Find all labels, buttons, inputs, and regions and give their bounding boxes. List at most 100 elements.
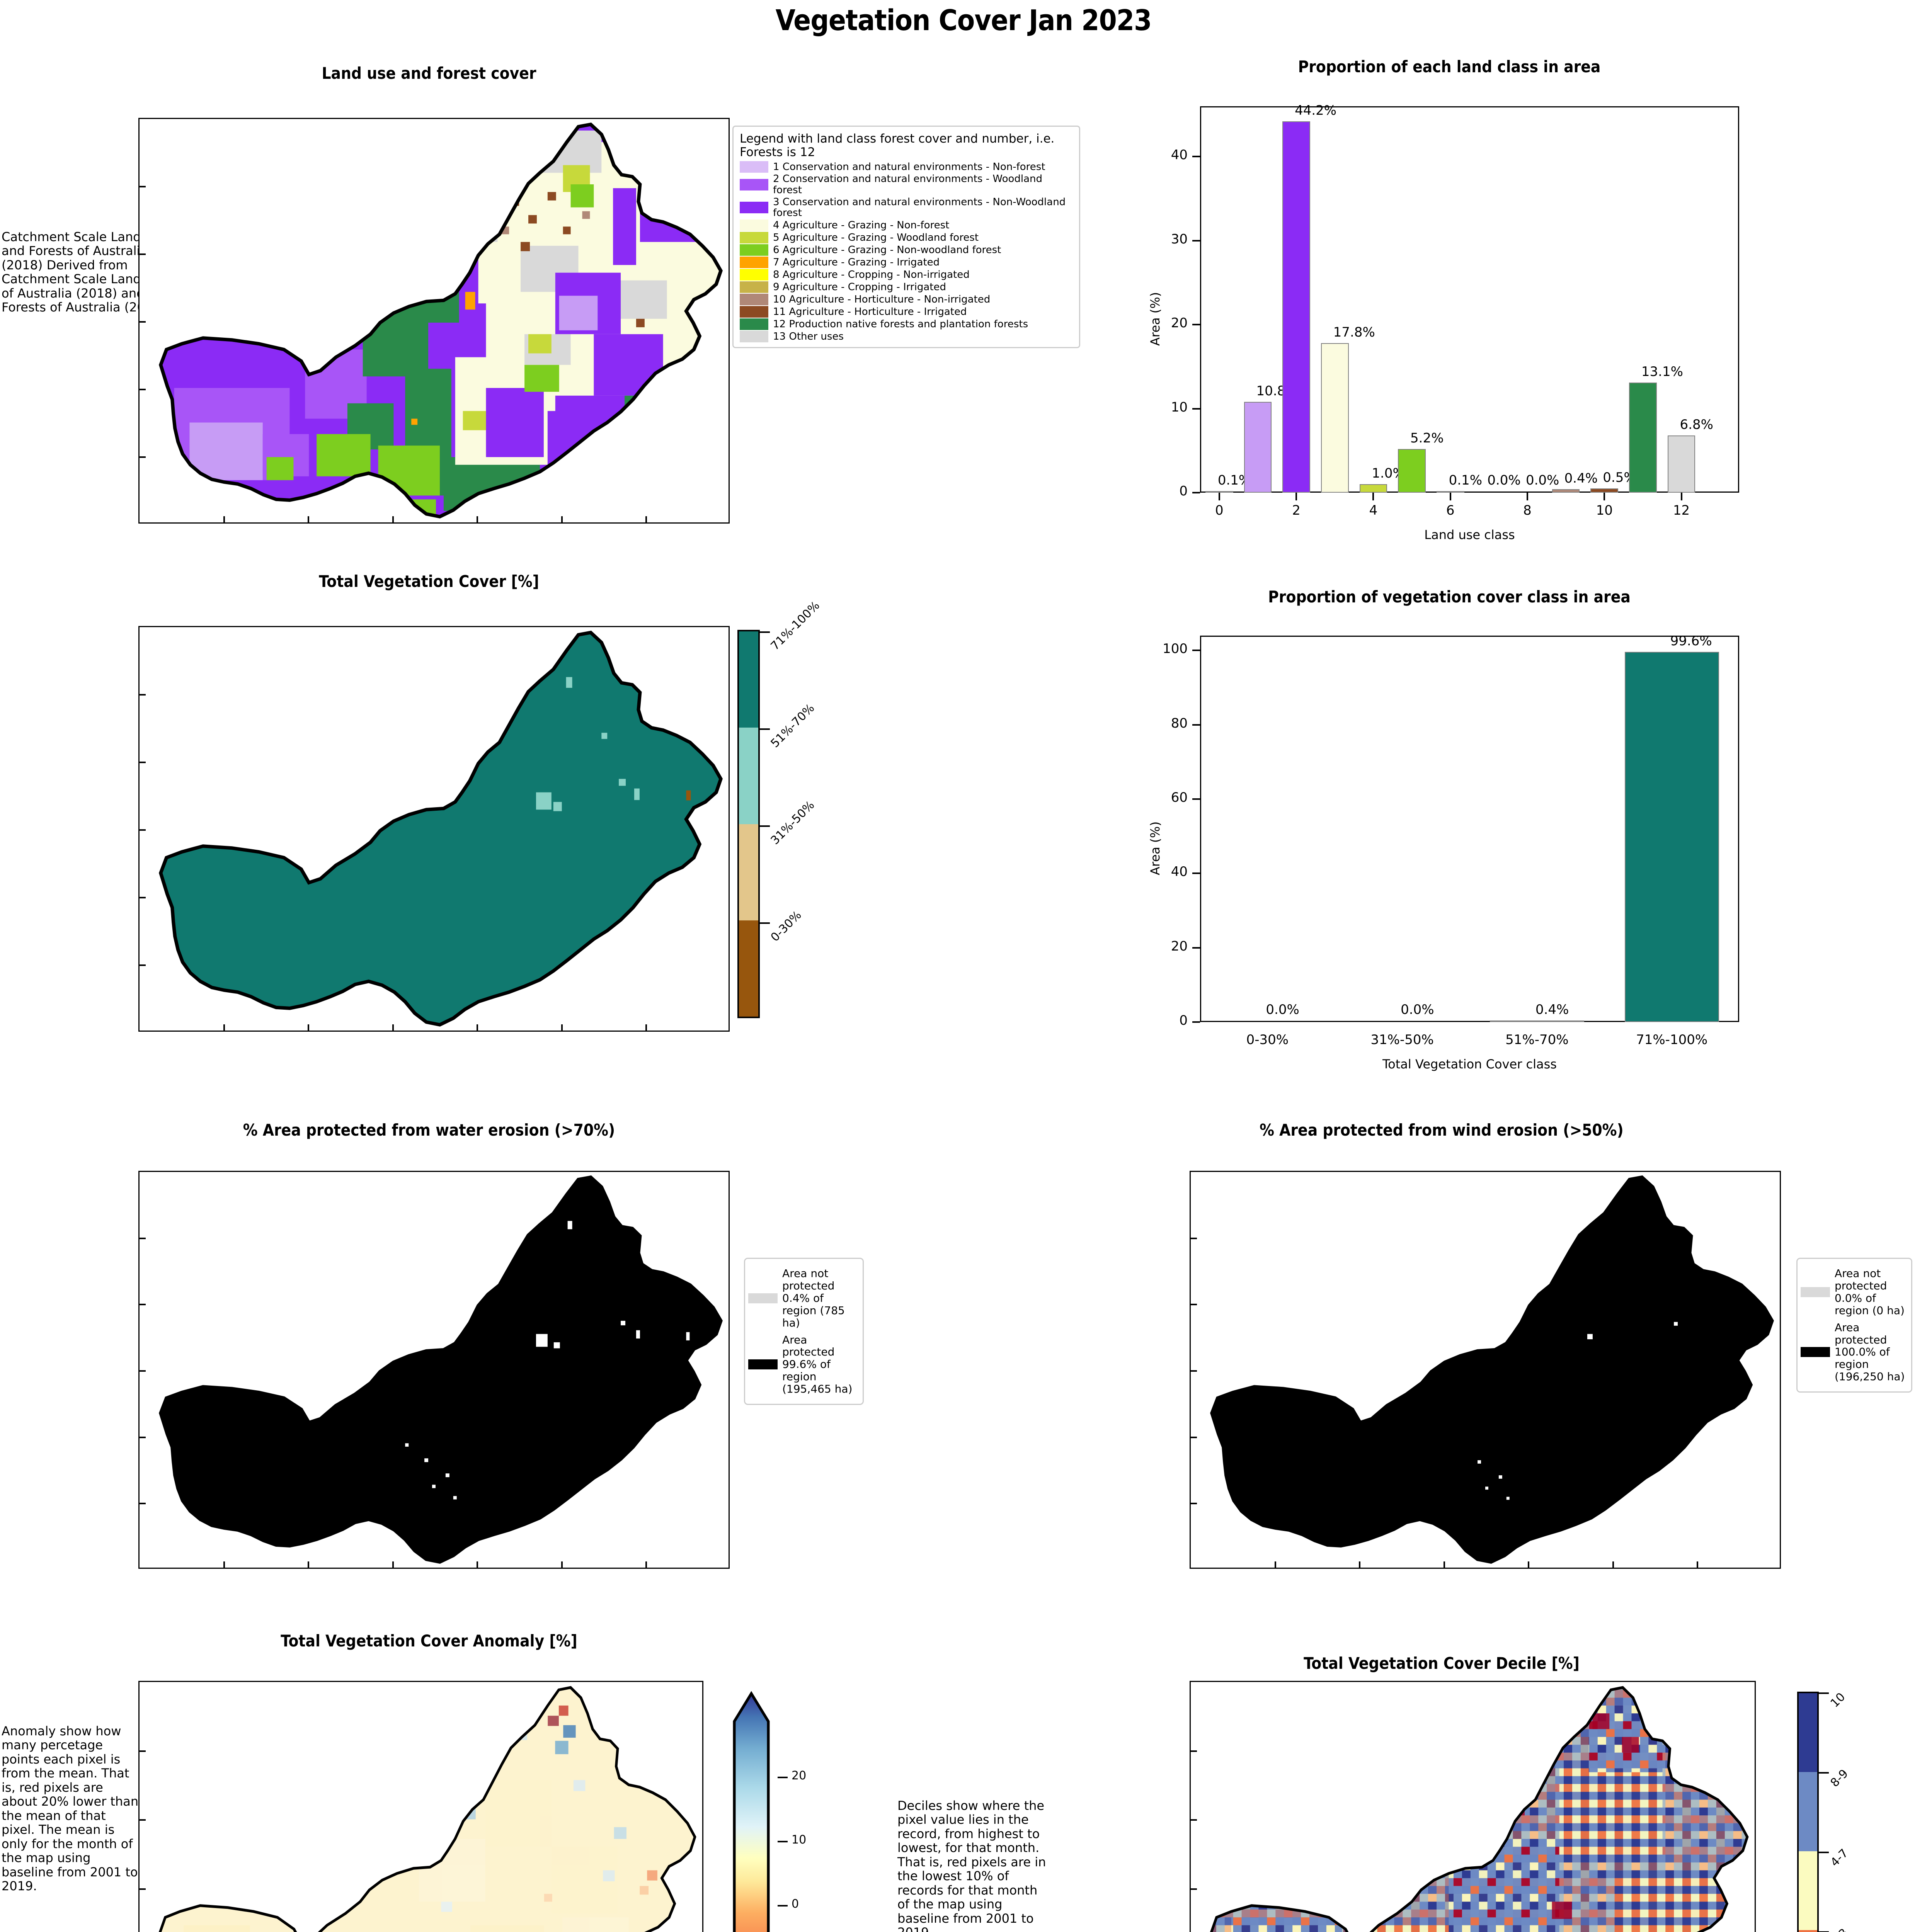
cbar-label-71-100: 71%-100%	[768, 599, 822, 653]
decile-label-2-3: 2-3	[1828, 1926, 1851, 1932]
map-y-tick	[140, 321, 146, 323]
legend-item[interactable]: 12 Production native forests and plantat…	[740, 318, 1073, 330]
legend-swatch-8	[740, 269, 768, 281]
legend-item[interactable]: 8 Agriculture - Cropping - Non-irrigated	[740, 269, 1073, 281]
legend-item[interactable]: 3 Conservation and natural environments …	[740, 196, 1073, 219]
anomaly-tick-0	[778, 1905, 788, 1906]
legend-item[interactable]: 11 Agriculture - Horticulture - Irrigate…	[740, 306, 1073, 318]
wind-erosion-map-svg	[1210, 1175, 1774, 1564]
decile-map[interactable]	[1190, 1681, 1756, 1932]
legend-item[interactable]: Area protected 99.6% of region (195,465 …	[748, 1333, 860, 1396]
x-tick-label: 12	[1673, 503, 1690, 518]
anomaly-colorbar-svg	[733, 1691, 770, 1932]
cbar-label-31-50: 31%-50%	[768, 798, 817, 847]
map-y-tick	[1191, 1750, 1197, 1752]
map-y-tick	[140, 829, 146, 831]
bar[interactable]	[1629, 383, 1657, 493]
land-use-map-svg	[159, 122, 723, 519]
bar-value-label: 0.0%	[1266, 1002, 1299, 1017]
bar[interactable]	[1490, 1020, 1584, 1022]
catchment-outline	[159, 631, 723, 1027]
water-erosion-map-title: % Area protected from water erosion (>70…	[243, 1121, 615, 1139]
x-tick-label: 8	[1523, 503, 1532, 518]
legend-label-1: 1 Conservation and natural environments …	[773, 161, 1045, 173]
map-y-tick	[1191, 1503, 1197, 1505]
map-y-tick	[1191, 1370, 1197, 1372]
cbar-tick	[760, 825, 770, 827]
bar[interactable]	[1321, 343, 1349, 493]
legend-item[interactable]: 10 Agriculture - Horticulture - Non-irri…	[740, 293, 1073, 305]
legend-item[interactable]: Area not protected 0.0% of region (0 ha)	[1801, 1267, 1908, 1317]
map-y-tick	[140, 389, 146, 390]
legend-label-5: 5 Agriculture - Grazing - Woodland fores…	[773, 231, 979, 243]
decile-colorbar[interactable]	[1797, 1692, 1819, 1932]
swatch-area-not-protected	[1801, 1287, 1830, 1297]
legend-item[interactable]: 5 Agriculture - Grazing - Woodland fores…	[740, 231, 1073, 243]
decile-band-10	[1799, 1693, 1817, 1772]
map-y-tick	[140, 253, 146, 255]
legend-item[interactable]: 6 Agriculture - Grazing - Non-woodland f…	[740, 244, 1073, 256]
bar[interactable]	[1205, 491, 1233, 493]
bar[interactable]	[1624, 652, 1719, 1022]
bar[interactable]	[1667, 435, 1695, 493]
catchment-outline	[158, 1686, 696, 1932]
legend-label-7: 7 Agriculture - Grazing - Irrigated	[773, 256, 940, 268]
map-x-tick	[392, 1561, 394, 1568]
legend-item[interactable]: 13 Other uses	[740, 330, 1073, 342]
land-class-plot-area	[1200, 106, 1739, 493]
bar-value-label: 13.1%	[1641, 364, 1683, 380]
y-tick-mark	[1192, 492, 1200, 493]
cbar-band-71-100	[739, 631, 758, 728]
bar[interactable]	[1590, 488, 1619, 493]
label-area-not-protected: Area not protected 0.4% of region (785 h…	[782, 1267, 845, 1329]
y-tick-mark	[1192, 724, 1200, 726]
y-tick-mark	[1192, 408, 1200, 410]
veg-cover-chart-title: Proportion of vegetation cover class in …	[1268, 587, 1631, 606]
map-x-tick	[308, 1561, 310, 1568]
legend-item[interactable]: Area not protected 0.4% of region (785 h…	[748, 1267, 860, 1329]
label-area-not-protected: Area not protected 0.0% of region (0 ha)	[1835, 1267, 1905, 1317]
anomaly-tick-10	[778, 1841, 788, 1842]
catchment-outline	[1210, 1175, 1774, 1564]
bar[interactable]	[1359, 484, 1387, 493]
veg-cover-colorbar[interactable]	[737, 630, 760, 1018]
x-tick-label: 0-30%	[1246, 1032, 1289, 1048]
veg-cover-map-svg	[159, 631, 723, 1027]
legend-item[interactable]: 9 Agriculture - Cropping - Irrigated	[740, 281, 1073, 293]
water-erosion-raster	[160, 1177, 721, 1562]
legend-label-8: 8 Agriculture - Cropping - Non-irrigated	[773, 269, 970, 281]
legend-item[interactable]: 4 Agriculture - Grazing - Non-forest	[740, 219, 1073, 231]
catchment-outline	[1210, 1686, 1749, 1932]
bar[interactable]	[1282, 121, 1310, 493]
y-tick-label: 40	[1171, 864, 1188, 880]
decile-map-title: Total Vegetation Cover Decile [%]	[1304, 1654, 1580, 1673]
map-y-tick	[1191, 1888, 1197, 1890]
veg-cover-map[interactable]	[138, 626, 730, 1032]
bar[interactable]	[1398, 449, 1426, 493]
x-tick-label: 31%-50%	[1370, 1032, 1434, 1048]
water-erosion-map[interactable]	[138, 1171, 730, 1569]
anomaly-map[interactable]	[138, 1681, 703, 1932]
swatch-area-protected	[1801, 1347, 1830, 1357]
wind-erosion-map[interactable]	[1190, 1171, 1781, 1569]
land-class-chart[interactable]: Area (%) Land use class 0 10 20 30 40 0.1% 10.…	[1121, 99, 1778, 542]
bar[interactable]	[1244, 402, 1272, 493]
swatch-area-protected	[748, 1359, 778, 1370]
land-use-map[interactable]	[138, 118, 730, 524]
bar-value-label: 99.6%	[1670, 633, 1712, 649]
bar[interactable]	[1436, 491, 1464, 493]
cbar-label-0-30: 0-30%	[768, 908, 804, 944]
map-y-tick	[140, 456, 146, 458]
legend-swatch-5	[740, 231, 768, 243]
legend-item[interactable]: 7 Agriculture - Grazing - Irrigated	[740, 256, 1073, 268]
legend-item[interactable]: 2 Conservation and natural environments …	[740, 173, 1073, 196]
legend-item[interactable]: 1 Conservation and natural environments …	[740, 161, 1073, 173]
bar[interactable]	[1552, 489, 1580, 493]
decile-tick	[1819, 1772, 1829, 1774]
legend-item[interactable]: Area protected 100.0% of region (196,250…	[1801, 1321, 1908, 1383]
x-tick-label: 10	[1596, 503, 1613, 518]
bar-value-label: 17.8%	[1333, 325, 1375, 340]
anomaly-colorbar[interactable]	[731, 1690, 778, 1932]
legend-swatch-4	[740, 219, 768, 231]
